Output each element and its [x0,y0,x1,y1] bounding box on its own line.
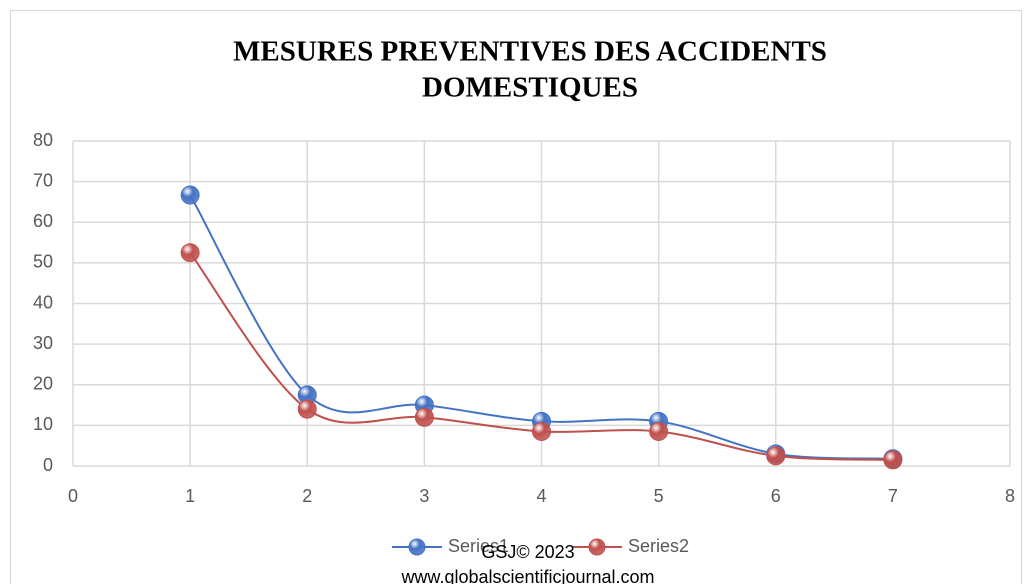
x-tick-label: 0 [68,486,78,506]
y-tick-label: 10 [33,414,53,434]
watermark: GSJ© 2023 [481,542,574,562]
y-tick-label: 40 [33,292,53,312]
legend-marker [408,538,426,556]
y-tick-label: 50 [33,252,53,272]
x-tick-label: 1 [185,486,195,506]
chart-title: DOMESTIQUES [422,72,638,104]
x-tick-label: 3 [419,486,429,506]
chart-title: MESURES PREVENTIVES DES ACCIDENTS [233,36,827,68]
x-tick-label: 5 [654,486,664,506]
y-tick-label: 60 [33,211,53,231]
x-tick-label: 7 [888,486,898,506]
plot [180,185,903,470]
data-point [180,243,200,263]
legend-marker [588,538,606,556]
data-point [649,421,669,441]
y-tick-label: 20 [33,374,53,394]
x-tick-label: 4 [536,486,546,506]
data-point [297,399,317,419]
data-point [414,407,434,427]
data-point [883,450,903,470]
data-point [180,185,200,205]
watermark: www.globalscientificjournal.com [400,567,654,584]
x-tick-label: 8 [1005,486,1015,506]
chart-frame [10,10,1022,584]
x-tick-label: 2 [302,486,312,506]
y-tick-label: 30 [33,333,53,353]
x-tick-label: 6 [771,486,781,506]
data-point [532,421,551,441]
legend-label: Series2 [628,536,689,556]
data-point [766,446,786,466]
y-tick-label: 80 [33,130,53,150]
y-tick-label: 0 [43,455,53,475]
y-tick-label: 70 [33,170,53,190]
legend-label: Series1 [448,536,509,556]
